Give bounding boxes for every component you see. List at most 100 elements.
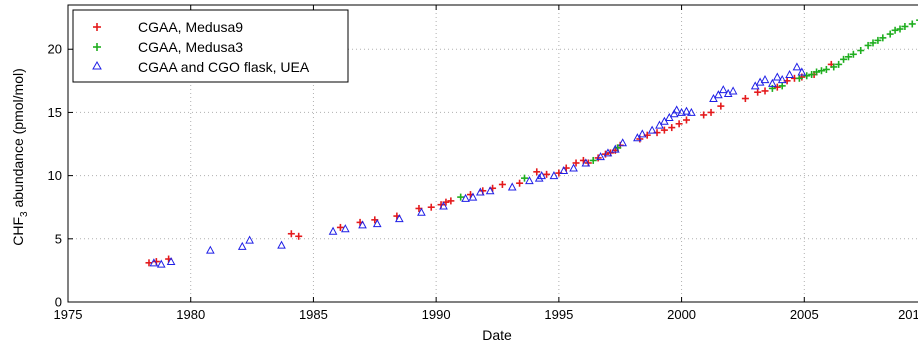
data-point-triangle [534, 173, 544, 182]
data-point-triangle [785, 69, 794, 79]
data-point-triangle [750, 81, 760, 90]
data-point-plus [700, 111, 708, 119]
data-point-plus [675, 120, 683, 128]
data-point-triangle [792, 62, 802, 71]
data-point-triangle [687, 107, 696, 116]
data-point-triangle [714, 90, 723, 99]
data-point-triangle [206, 245, 215, 254]
x-tick-label: 1985 [299, 307, 328, 322]
data-point-triangle [618, 138, 628, 147]
data-point-triangle [340, 224, 350, 233]
data-point-triangle [156, 259, 166, 268]
data-point-plus [761, 87, 769, 95]
x-tick-label: 2005 [790, 307, 819, 322]
data-point-plus [891, 26, 899, 34]
data-point-plus [741, 95, 749, 103]
data-point-plus [498, 180, 506, 188]
data-point-triangle [669, 109, 679, 118]
legend-label-3: CGAA and CGO flask, UEA [138, 59, 310, 75]
data-point-plus [817, 67, 825, 75]
data-point-plus [584, 159, 592, 167]
data-point-plus [606, 149, 614, 157]
data-point-triangle [461, 193, 470, 202]
x-tick-label: 1980 [176, 307, 205, 322]
data-point-plus [778, 82, 786, 90]
data-point-triangle [475, 187, 485, 196]
data-point-plus [427, 203, 435, 211]
data-point-triangle [559, 166, 569, 175]
legend-marker-3 [92, 60, 102, 70]
data-point-triangle [664, 112, 674, 121]
data-point-triangle [549, 171, 559, 180]
data-point-triangle [660, 116, 669, 125]
data-point-plus [896, 25, 904, 33]
data-point-plus [516, 179, 524, 187]
data-point-plus [145, 259, 153, 267]
data-point-triangle [417, 207, 426, 216]
data-point-plus [849, 50, 857, 58]
data-point-triangle [777, 75, 787, 84]
data-point-triangle [537, 171, 547, 180]
data-point-plus [668, 124, 676, 132]
data-point-plus [916, 19, 918, 21]
data-point-triangle [718, 85, 728, 94]
series-3 [149, 62, 807, 268]
data-point-triangle [677, 107, 686, 116]
data-point-plus [830, 63, 838, 71]
legend-label-2: CGAA, Medusa3 [138, 39, 243, 55]
data-point-triangle [569, 163, 578, 172]
data-point-triangle [507, 182, 517, 191]
data-point-triangle [372, 219, 382, 228]
data-point-plus [660, 126, 668, 134]
data-point-triangle [245, 235, 254, 244]
legend-marker-2 [93, 43, 101, 51]
data-point-triangle [728, 86, 738, 95]
data-point-plus [287, 230, 295, 238]
data-point-plus [869, 39, 877, 47]
data-point-plus [844, 53, 852, 61]
data-point-triangle [647, 125, 657, 134]
data-point-plus [813, 68, 821, 76]
data-point-triangle [525, 176, 534, 185]
y-tick-label: 15 [48, 105, 62, 120]
data-point-triangle [277, 240, 286, 249]
series-2 [457, 19, 918, 201]
data-point-triangle [755, 77, 765, 86]
data-point-plus [457, 193, 465, 201]
data-point-plus [682, 116, 690, 124]
data-point-plus [520, 174, 528, 182]
data-point-triangle [760, 75, 770, 84]
data-point-plus [803, 72, 811, 80]
data-point-triangle [237, 241, 247, 250]
data-point-plus [874, 36, 882, 44]
data-point-plus [295, 232, 303, 240]
data-point-plus [857, 46, 865, 54]
data-point-plus [336, 223, 344, 231]
y-tick-label: 10 [48, 168, 62, 183]
data-point-plus [795, 74, 803, 82]
legend: CGAA, Medusa9 CGAA, Medusa3 CGAA and CGO… [72, 9, 349, 83]
data-point-plus [773, 83, 781, 91]
x-tick-label: 1975 [54, 307, 83, 322]
data-points [145, 19, 918, 268]
legend-entry-1: CGAA, Medusa9 [93, 19, 243, 35]
legend-label-1: CGAA, Medusa9 [138, 19, 243, 35]
legend-entry-3: CGAA and CGO flask, UEA [92, 59, 310, 75]
data-point-triangle [358, 220, 367, 229]
y-axis-label-main: CHF [10, 217, 26, 246]
data-point-triangle [709, 93, 718, 103]
data-point-triangle [439, 201, 448, 210]
data-point-plus [572, 159, 580, 167]
data-point-triangle [672, 105, 682, 114]
data-point-plus [822, 65, 830, 73]
plot-area [67, 4, 918, 303]
data-point-plus [879, 34, 887, 42]
x-tick-label: 1995 [544, 307, 573, 322]
legend-marker-1 [93, 23, 101, 31]
data-point-plus [864, 41, 872, 49]
grid [68, 5, 918, 302]
data-point-plus [808, 71, 816, 79]
x-tick-label: 2000 [667, 307, 696, 322]
